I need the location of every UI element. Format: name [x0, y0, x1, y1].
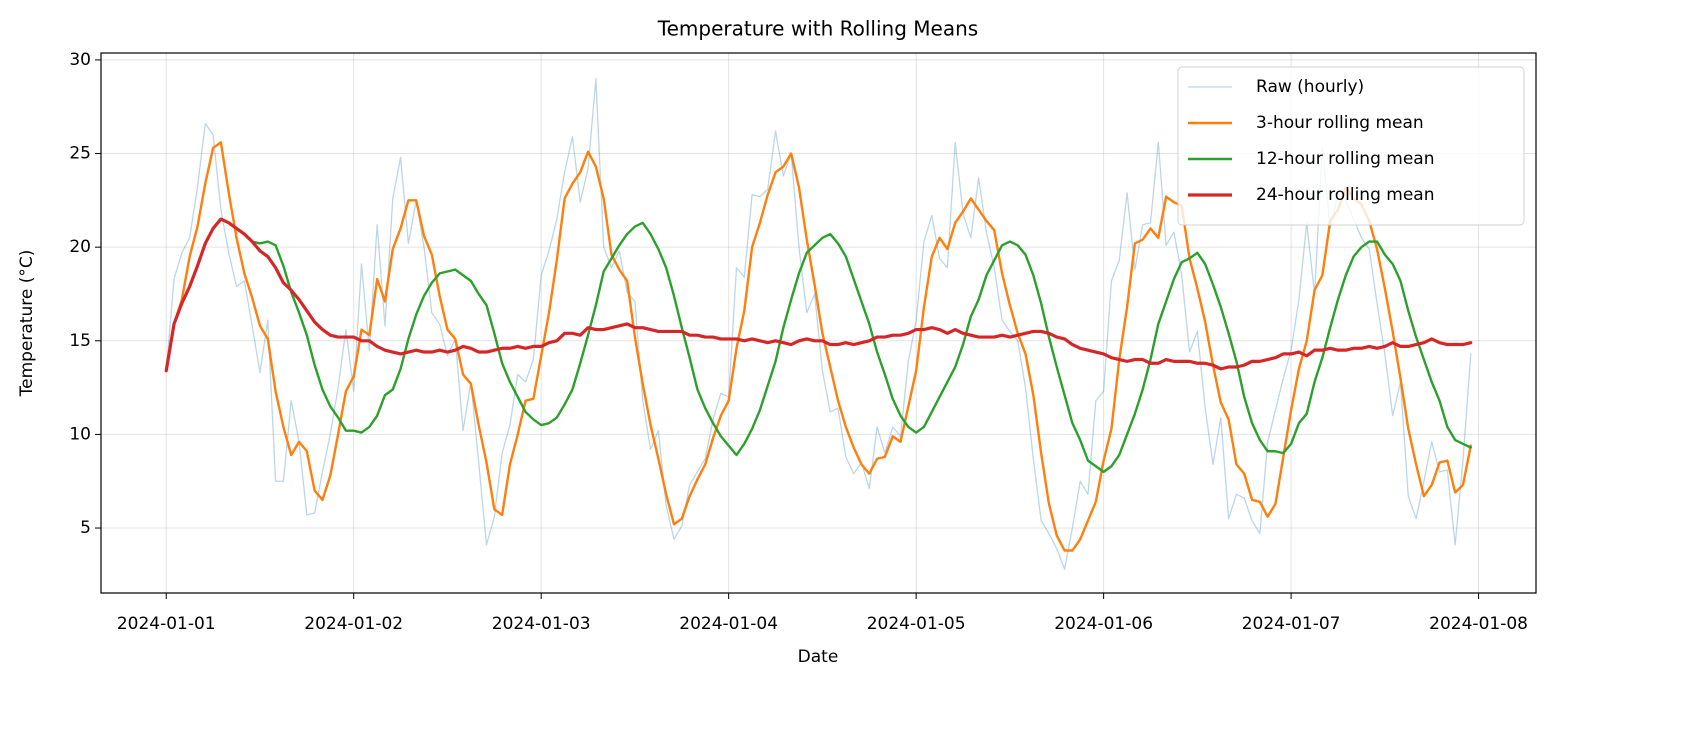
axes-frame: [100, 52, 1537, 594]
x-tick-label: 2024-01-07: [1242, 614, 1341, 634]
y-tick-label: 30: [69, 50, 91, 70]
series-line: [165, 217, 1472, 474]
legend-label: Raw (hourly): [1256, 77, 1364, 97]
x-tick-label: 2024-01-03: [492, 614, 591, 634]
y-tick-label: 10: [69, 424, 91, 444]
y-tick-label: 5: [80, 518, 91, 538]
y-axis-label: Temperature (°C): [17, 250, 37, 398]
legend-label: 24-hour rolling mean: [1256, 185, 1434, 205]
chart-title: Temperature with Rolling Means: [657, 17, 978, 41]
series-line: [165, 78, 1472, 570]
legend: Raw (hourly) 3-hour rolling mean 12-hour r…: [1177, 66, 1525, 226]
x-axis-label: Date: [798, 647, 839, 667]
series-line: [164, 217, 1473, 373]
x-tick-label: 2024-01-05: [867, 614, 966, 634]
y-tick-label: 15: [69, 331, 91, 351]
series-line: [165, 141, 1472, 552]
x-tick-label: 2024-01-06: [1054, 614, 1153, 634]
x-tick-label: 2024-01-08: [1429, 614, 1528, 634]
x-tick-label: 2024-01-02: [304, 614, 403, 634]
legend-label: 3-hour rolling mean: [1256, 113, 1424, 133]
x-tick-label: 2024-01-01: [117, 614, 216, 634]
legend-box: [1177, 66, 1525, 226]
y-tick-label: 20: [69, 237, 91, 257]
x-tick-label: 2024-01-04: [679, 614, 778, 634]
y-tick-label: 25: [69, 144, 91, 164]
legend-label: 12-hour rolling mean: [1256, 149, 1434, 169]
